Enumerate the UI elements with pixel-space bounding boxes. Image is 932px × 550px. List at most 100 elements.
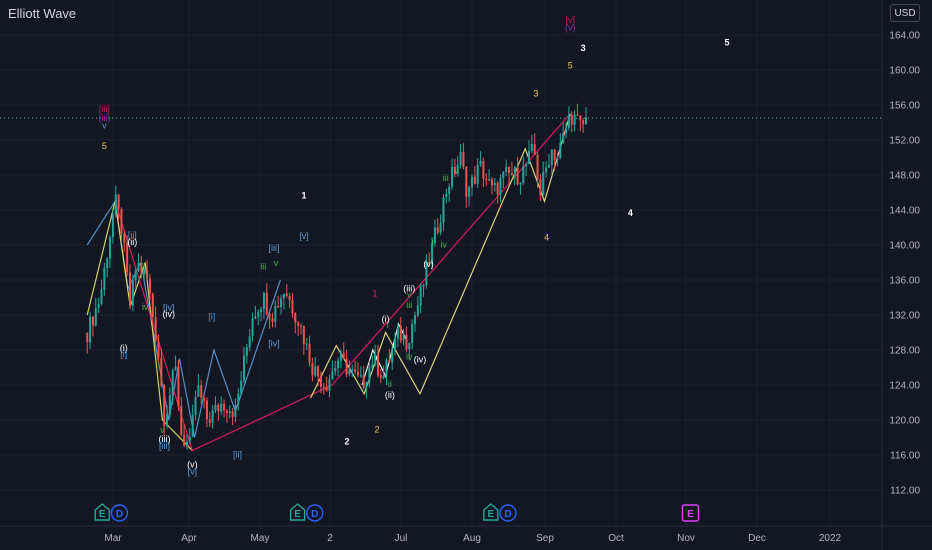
wave-label: (ii) bbox=[127, 237, 137, 247]
wave-label: v bbox=[454, 165, 459, 175]
wave-label: iv bbox=[440, 240, 447, 250]
candle-body bbox=[374, 354, 377, 365]
wave-label: v bbox=[160, 425, 165, 435]
earnings-marker[interactable]: E bbox=[681, 504, 700, 522]
candle-body bbox=[582, 120, 585, 124]
candle-body bbox=[191, 415, 194, 437]
candle-body bbox=[405, 334, 408, 350]
candle-body bbox=[274, 306, 277, 322]
candle-body bbox=[482, 160, 485, 179]
y-tick-label: 144.00 bbox=[889, 206, 920, 217]
candle-body bbox=[542, 172, 545, 195]
candle-body bbox=[399, 325, 402, 341]
candle-body bbox=[91, 316, 94, 326]
candle-body bbox=[448, 186, 451, 194]
wave-label: (i) bbox=[120, 343, 128, 353]
wave-label: [ii] bbox=[233, 450, 242, 460]
candle-body bbox=[428, 261, 431, 265]
wave-label: (iv) bbox=[163, 309, 176, 319]
candle-body bbox=[166, 414, 169, 427]
wave-label: (i) bbox=[382, 314, 390, 324]
candle-body bbox=[137, 262, 140, 271]
candle-body bbox=[556, 157, 559, 160]
candle-body bbox=[356, 371, 359, 376]
dividend-marker[interactable]: D bbox=[110, 504, 129, 522]
candle-body bbox=[419, 286, 422, 306]
candle-body bbox=[111, 214, 114, 238]
event-marker-letter: D bbox=[311, 509, 318, 520]
candle-body bbox=[305, 343, 308, 345]
wave-label: iii bbox=[406, 300, 412, 310]
x-tick-label: Nov bbox=[677, 533, 695, 544]
y-tick-label: 132.00 bbox=[889, 311, 920, 322]
wave-label: v bbox=[407, 290, 412, 300]
candle-body bbox=[562, 132, 565, 144]
candle-body bbox=[425, 261, 428, 285]
candle-body bbox=[160, 357, 163, 386]
candle-body bbox=[490, 179, 493, 186]
x-tick-label: 2 bbox=[327, 533, 333, 544]
candle-body bbox=[128, 272, 131, 306]
candle-body bbox=[530, 144, 533, 151]
y-tick-label: 152.00 bbox=[889, 136, 920, 147]
event-marker-letter: E bbox=[294, 509, 301, 520]
candle-body bbox=[379, 375, 382, 379]
candle-body bbox=[168, 395, 171, 415]
wave-label: [i] bbox=[120, 349, 127, 359]
currency-button[interactable]: USD bbox=[890, 4, 920, 22]
wave-label: 3 bbox=[581, 43, 586, 53]
dividend-marker[interactable]: D bbox=[306, 504, 324, 522]
candle-body bbox=[345, 358, 348, 374]
candle-body bbox=[319, 376, 322, 387]
earnings-marker[interactable]: E bbox=[483, 503, 499, 521]
candle-body bbox=[479, 160, 482, 166]
candle-body bbox=[314, 366, 317, 376]
candle-body bbox=[174, 366, 177, 371]
event-marker-letter: E bbox=[487, 509, 494, 520]
y-tick-label: 140.00 bbox=[889, 241, 920, 252]
candle-body bbox=[277, 306, 280, 308]
candle-body bbox=[134, 270, 137, 280]
earnings-marker[interactable]: E bbox=[94, 503, 110, 521]
candle-body bbox=[559, 143, 562, 158]
candle-body bbox=[396, 325, 399, 339]
event-marker-letter: E bbox=[99, 509, 106, 520]
earnings-marker[interactable]: E bbox=[289, 503, 306, 521]
x-tick-label: Aug bbox=[463, 533, 481, 544]
candle-body bbox=[413, 315, 416, 325]
wave-label: v bbox=[102, 121, 107, 131]
wave-label: iv bbox=[142, 302, 149, 312]
wave-line bbox=[86, 201, 193, 452]
candle-body bbox=[376, 354, 379, 376]
candle-body bbox=[146, 269, 149, 279]
candle-body bbox=[163, 385, 166, 427]
wave-label: (iii) bbox=[403, 283, 415, 293]
candle-body bbox=[260, 309, 263, 313]
event-marker-letter: D bbox=[116, 509, 123, 520]
candle-body bbox=[411, 324, 414, 343]
candle-body bbox=[488, 179, 491, 181]
candle-body bbox=[180, 406, 183, 435]
candle-body bbox=[453, 166, 456, 174]
candle-body bbox=[205, 400, 208, 420]
wave-label: (iii) bbox=[159, 434, 171, 444]
candle-body bbox=[299, 325, 302, 327]
dividend-marker[interactable]: D bbox=[499, 504, 517, 522]
candle-body bbox=[573, 114, 576, 125]
event-marker-letter: D bbox=[504, 509, 511, 520]
candle-body bbox=[402, 334, 405, 341]
candle-body bbox=[550, 149, 553, 165]
candle-body bbox=[505, 166, 508, 172]
wave-label: (v) bbox=[565, 23, 576, 33]
earnings-marker-frame bbox=[483, 503, 499, 521]
wave-label: iv bbox=[406, 352, 413, 362]
candle-body bbox=[271, 318, 274, 322]
candle-body bbox=[565, 127, 568, 133]
wave-label: 4 bbox=[628, 208, 633, 218]
candle-body bbox=[228, 411, 231, 413]
x-tick-label: Oct bbox=[608, 533, 624, 544]
wave-label: (v) bbox=[187, 459, 198, 469]
candle-body bbox=[97, 303, 100, 309]
wave-label: i bbox=[387, 320, 389, 330]
